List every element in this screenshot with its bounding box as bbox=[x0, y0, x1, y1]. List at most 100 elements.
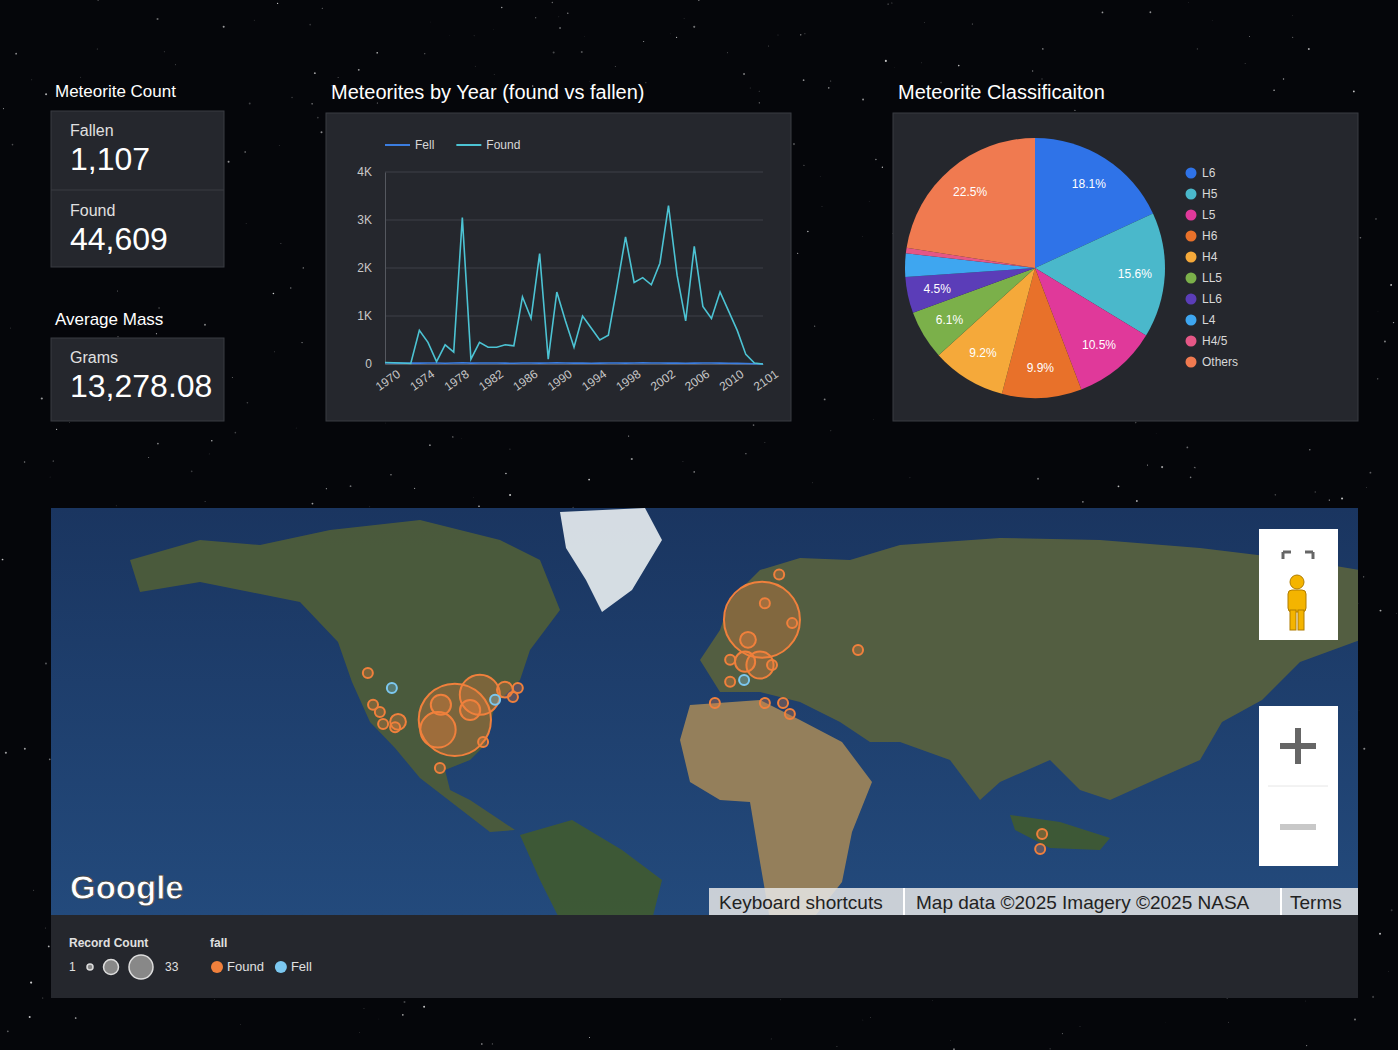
pie-slice bbox=[907, 138, 1035, 268]
star bbox=[811, 482, 813, 484]
star bbox=[244, 151, 245, 152]
star bbox=[414, 488, 415, 489]
kpi-divider bbox=[51, 190, 224, 191]
star bbox=[509, 494, 511, 496]
star bbox=[163, 51, 165, 53]
axis-line bbox=[385, 173, 386, 365]
star bbox=[403, 1001, 405, 1003]
bubble bbox=[853, 645, 863, 655]
star bbox=[862, 236, 863, 237]
star bbox=[643, 41, 644, 42]
bubble bbox=[378, 719, 388, 729]
star bbox=[322, 8, 323, 9]
legend-swatch bbox=[385, 144, 410, 146]
star bbox=[807, 231, 809, 233]
star bbox=[1366, 487, 1368, 489]
kpi-label: Fallen bbox=[70, 122, 114, 139]
tick: 2K bbox=[357, 261, 385, 275]
star bbox=[553, 52, 555, 54]
star bbox=[1360, 237, 1362, 239]
star bbox=[277, 3, 278, 4]
star bbox=[273, 293, 275, 295]
star bbox=[1079, 1026, 1081, 1028]
bubble bbox=[490, 695, 500, 705]
tick-label: 1974 bbox=[407, 367, 437, 394]
starfield bbox=[2, 0, 1397, 1050]
bubble bbox=[767, 660, 777, 670]
tick-label: 1986 bbox=[510, 367, 540, 394]
star bbox=[759, 102, 760, 103]
star bbox=[887, 3, 888, 4]
legend: FellFound bbox=[385, 138, 520, 152]
star bbox=[682, 461, 684, 463]
legend-label: 33 bbox=[165, 960, 179, 974]
tick-label: 1982 bbox=[476, 367, 506, 394]
fullscreen-icon bbox=[1282, 552, 1285, 559]
kpi-card bbox=[51, 111, 224, 267]
legend-panel bbox=[51, 915, 1358, 998]
map-base bbox=[51, 508, 1358, 915]
star bbox=[423, 1006, 425, 1008]
star bbox=[1377, 378, 1378, 379]
star bbox=[452, 436, 453, 437]
star bbox=[779, 999, 781, 1001]
data-label: 4.5% bbox=[924, 282, 952, 296]
star bbox=[1195, 467, 1196, 468]
star bbox=[1062, 1033, 1063, 1034]
zoom-divider bbox=[1268, 786, 1328, 787]
star bbox=[1379, 933, 1381, 935]
star bbox=[481, 1043, 482, 1044]
star bbox=[921, 62, 923, 64]
star bbox=[558, 16, 560, 18]
star bbox=[326, 488, 327, 489]
star bbox=[614, 65, 616, 67]
legend-size bbox=[87, 964, 93, 970]
africa bbox=[680, 700, 872, 915]
legend-label: Others bbox=[1202, 355, 1238, 369]
legend-label: 1 bbox=[69, 960, 76, 974]
legend-swatch bbox=[1186, 252, 1197, 263]
star bbox=[7, 1030, 9, 1032]
data-label: 15.6% bbox=[1118, 267, 1152, 281]
legend-swatch bbox=[1186, 336, 1197, 347]
star bbox=[868, 201, 870, 203]
star bbox=[478, 505, 480, 507]
star bbox=[493, 29, 495, 31]
x-axis: 1970197419781982198619901994199820022006… bbox=[373, 364, 781, 394]
bubble bbox=[740, 632, 756, 648]
fullscreen-icon bbox=[1312, 552, 1315, 559]
grid-line bbox=[385, 220, 763, 221]
star bbox=[492, 1043, 493, 1044]
tick: 2101 bbox=[751, 364, 781, 394]
star bbox=[24, 748, 26, 750]
legend-label: LL6 bbox=[1202, 292, 1222, 306]
plot-area bbox=[385, 206, 763, 364]
star bbox=[301, 342, 302, 343]
star bbox=[1390, 284, 1392, 286]
pegman-leg bbox=[1298, 610, 1304, 630]
map-controls bbox=[1259, 529, 1338, 866]
star bbox=[1188, 2, 1190, 4]
star bbox=[30, 982, 32, 984]
star bbox=[3, 108, 4, 109]
star bbox=[819, 176, 821, 178]
star bbox=[75, 1017, 77, 1019]
bubble bbox=[363, 668, 373, 678]
star bbox=[828, 87, 830, 89]
star bbox=[509, 449, 510, 450]
star bbox=[245, 222, 247, 224]
star bbox=[628, 436, 629, 437]
map-logo: Google bbox=[70, 869, 184, 906]
star bbox=[158, 307, 160, 309]
star bbox=[1211, 20, 1212, 21]
star bbox=[1375, 218, 1376, 219]
data-label: 22.5% bbox=[953, 185, 987, 199]
star bbox=[891, 2, 893, 4]
star bbox=[1308, 48, 1310, 50]
star bbox=[317, 117, 319, 119]
star bbox=[274, 351, 276, 353]
star bbox=[814, 325, 815, 326]
star bbox=[924, 22, 926, 24]
kpi-value: 1,107 bbox=[70, 141, 150, 177]
star bbox=[385, 422, 387, 424]
